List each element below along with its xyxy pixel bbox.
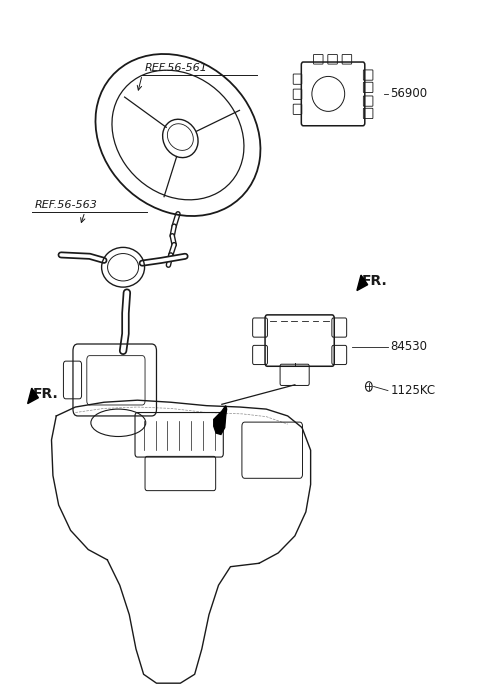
Text: FR.: FR. <box>362 274 387 288</box>
Text: 84530: 84530 <box>390 341 427 353</box>
Text: 1125KC: 1125KC <box>390 384 435 397</box>
Polygon shape <box>357 275 368 290</box>
Polygon shape <box>214 406 227 434</box>
Text: REF.56-561: REF.56-561 <box>144 63 207 74</box>
Polygon shape <box>28 388 38 404</box>
Text: 56900: 56900 <box>390 87 428 100</box>
Text: REF.56-563: REF.56-563 <box>35 200 97 211</box>
Text: FR.: FR. <box>33 387 58 401</box>
